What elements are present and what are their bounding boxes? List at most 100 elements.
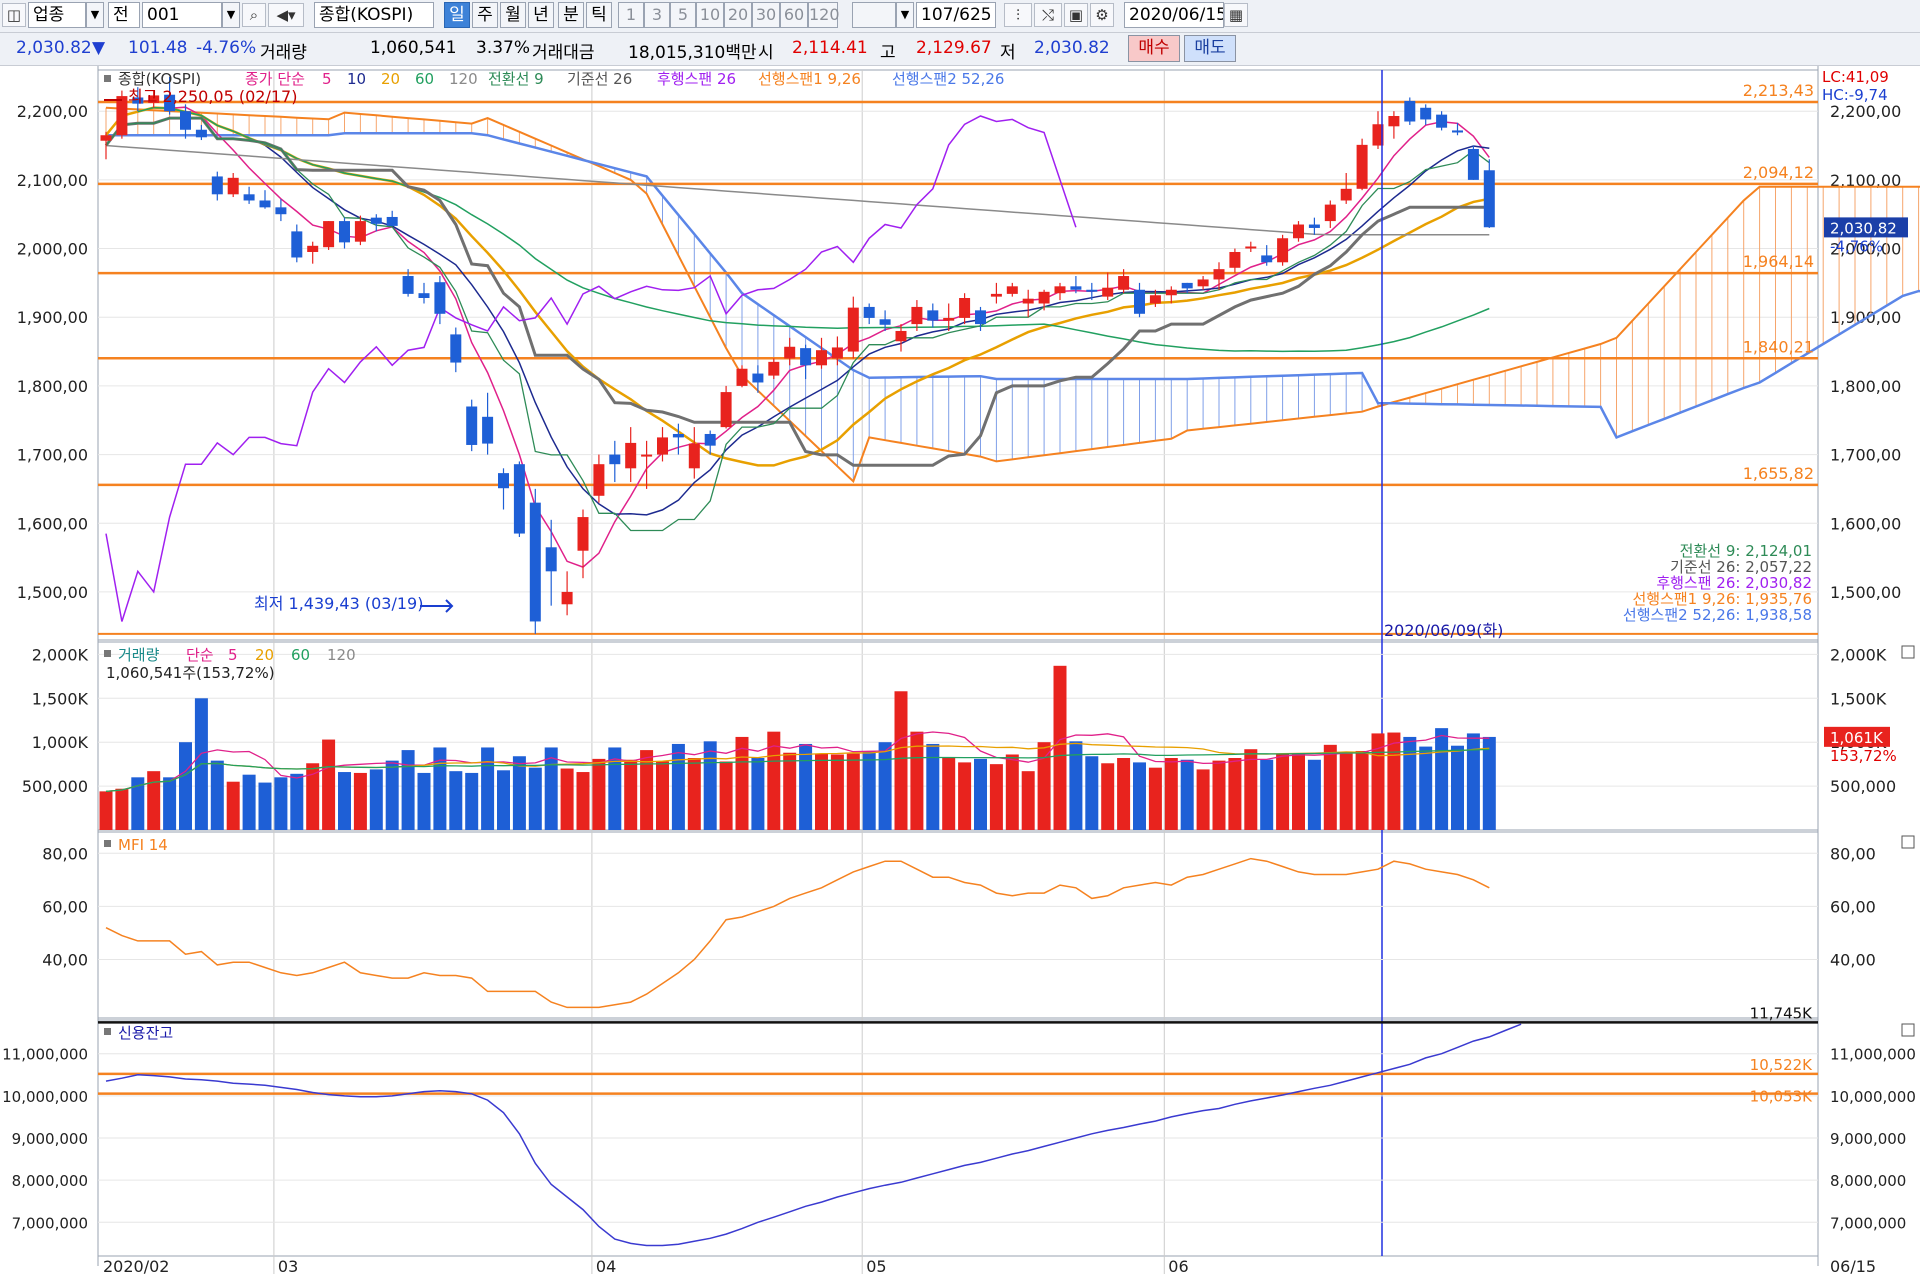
minute-tab-60[interactable]: 60 [780, 2, 808, 28]
amount-label: 거래대금 [532, 43, 595, 63]
buy-button[interactable]: 매수 [1128, 35, 1180, 62]
volume-bar [1451, 745, 1464, 830]
volume-bar [1276, 753, 1290, 830]
last-price-badge [1824, 217, 1908, 238]
minute-tab-20[interactable]: 20 [724, 2, 752, 28]
calendar-icon[interactable]: ▦ [1224, 3, 1248, 27]
search-icon[interactable]: ⌕ [242, 3, 266, 27]
code-dropdown-button[interactable]: ▼ [222, 2, 240, 28]
x-label-2: 04 [596, 1257, 616, 1276]
volume-bar [1403, 736, 1417, 830]
legend-ma-period: 10 [347, 70, 366, 88]
window-icon[interactable]: ◫ [2, 3, 26, 27]
lagging-span-line [105, 115, 1077, 622]
period-tab-3[interactable]: 년 [528, 2, 554, 28]
volume-bar [830, 754, 844, 830]
period-tab-2[interactable]: 월 [500, 2, 526, 28]
volume-bar [417, 772, 431, 830]
count-field[interactable]: 107/625 [916, 2, 996, 28]
candle [1324, 204, 1336, 222]
volume-bar [1260, 759, 1274, 830]
volume-bar [1355, 750, 1369, 830]
minute-tab-3[interactable]: 3 [644, 2, 670, 28]
panel-frame-3 [97, 831, 1819, 1019]
settings-icon[interactable]: ⚙ [1090, 3, 1114, 27]
candle [1102, 287, 1114, 297]
ma5-line [105, 106, 1490, 568]
volume-bar [353, 772, 367, 830]
volume-bar [1005, 754, 1019, 830]
chart-canvas[interactable]: 2020/02 03 04 05 06 06/15 2,200,00 2,200,00 2,10… [0, 66, 1920, 1287]
volume-bar [1037, 742, 1051, 830]
period-tab-1[interactable]: 주 [472, 2, 498, 28]
low-price-note: 최저 1,439,43 (03/19) [254, 594, 423, 613]
candle [768, 361, 780, 376]
level-label: 1,840,21 [1743, 337, 1814, 356]
ma120-line [105, 144, 1490, 236]
volume-last-pct: 153,72% [1830, 747, 1897, 765]
x-label-last: 06/15 [1830, 1257, 1876, 1276]
period-tab-4[interactable]: 분 [558, 2, 584, 28]
candle [1356, 144, 1368, 189]
candle [450, 334, 462, 363]
current-price: 2,030.82 [16, 38, 92, 58]
candle [211, 176, 223, 195]
sell-button[interactable]: 매도 [1184, 35, 1236, 62]
volume-bar [1339, 753, 1353, 830]
date-field[interactable]: 2020/06/15 [1124, 2, 1224, 28]
price-y-tick-right: 2,000,00 [1830, 240, 1901, 259]
candle [688, 443, 700, 469]
volume-bar [131, 777, 145, 830]
candle [1229, 251, 1241, 268]
minute-tab-120[interactable]: 120 [808, 2, 840, 28]
volume-bar [163, 777, 177, 830]
candle [545, 547, 557, 572]
volume-bar [322, 739, 336, 830]
code-input[interactable]: 001 [142, 2, 222, 28]
candle [1452, 130, 1463, 133]
candle [323, 221, 335, 248]
trend-icon[interactable]: ⤭ [1034, 3, 1062, 27]
minute-tab-5[interactable]: 5 [670, 2, 696, 28]
legend-ichimoku-0: 전환선 9 [488, 70, 544, 88]
candle [1308, 224, 1320, 228]
candle [752, 373, 764, 383]
volume-bar [210, 760, 224, 830]
period-tab-0[interactable]: 일 [444, 2, 470, 28]
period-tab-5[interactable]: 틱 [586, 2, 612, 28]
volume-bar [528, 767, 542, 830]
speaker-icon[interactable]: ◀▾ [268, 3, 304, 27]
chart-type-icon[interactable]: ⫶ [1004, 3, 1032, 27]
leading-span2-line [106, 131, 1920, 439]
candle [641, 454, 653, 457]
candle [1277, 238, 1289, 263]
minute-tab-30[interactable]: 30 [752, 2, 780, 28]
candle [132, 97, 144, 104]
credit-legend: 신용잔고 [118, 1024, 173, 1042]
index-name-field: 종합(KOSPI) [314, 2, 434, 28]
volume-bar [751, 758, 765, 830]
high-price-note: 최고 2,250,05 (02/17) [128, 87, 297, 106]
volume-bar [1021, 771, 1035, 830]
save-icon[interactable]: ▣ [1064, 3, 1088, 27]
volume-y-tick-left: 2,000K [32, 645, 89, 664]
minute-tab-1[interactable]: 1 [618, 2, 644, 28]
candle [1467, 148, 1479, 180]
volume-bar [878, 742, 892, 830]
candle [927, 310, 939, 321]
minute-tab-10[interactable]: 10 [696, 2, 724, 28]
change-arrow-icon: ▼ [92, 38, 106, 58]
market-select[interactable]: 업종 [28, 2, 86, 28]
scope-select[interactable]: 전 [108, 2, 140, 28]
price-y-tick-left: 2,000,00 [17, 240, 88, 259]
mfi-y-tick-right: 40,00 [1830, 951, 1876, 970]
candle [975, 310, 986, 325]
volume-bar [1371, 733, 1385, 830]
market-dropdown-button[interactable]: ▼ [86, 2, 104, 28]
minute-dropdown-button[interactable]: ▼ [896, 2, 914, 28]
lc-label: LC:41,09 [1822, 68, 1889, 86]
minute-custom-field[interactable] [852, 2, 896, 28]
volume-bar [1117, 758, 1131, 830]
volume-bar [338, 772, 351, 830]
volume-bar [481, 747, 495, 830]
